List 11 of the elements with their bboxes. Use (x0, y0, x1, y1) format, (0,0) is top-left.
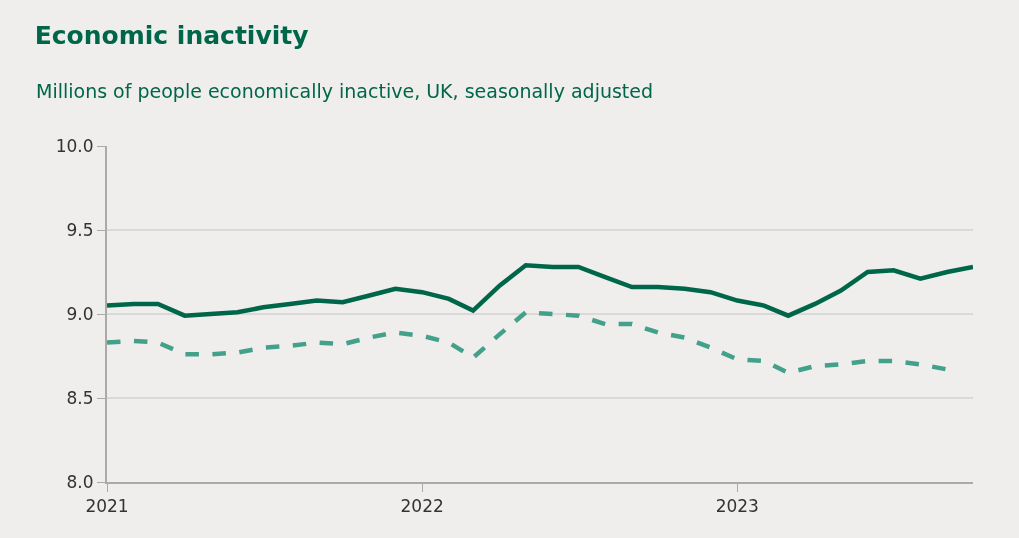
y-tick-label: 10.0 (55, 135, 94, 156)
y-tick-label: 8.5 (66, 387, 94, 408)
chart-title: Economic inactivity (34, 21, 309, 51)
x-tick-label: 2023 (715, 496, 759, 517)
y-tick-label: 9.0 (66, 303, 94, 324)
y-tick-label: 8.0 (66, 471, 94, 492)
chart-subtitle: Millions of people economically inactive, UK, seasonally adjusted (36, 80, 654, 102)
y-tick-label: 9.5 (66, 219, 94, 240)
x-tick-label: 2021 (85, 496, 129, 517)
line-series (107, 263, 973, 318)
x-tick-label: 2022 (400, 496, 444, 517)
